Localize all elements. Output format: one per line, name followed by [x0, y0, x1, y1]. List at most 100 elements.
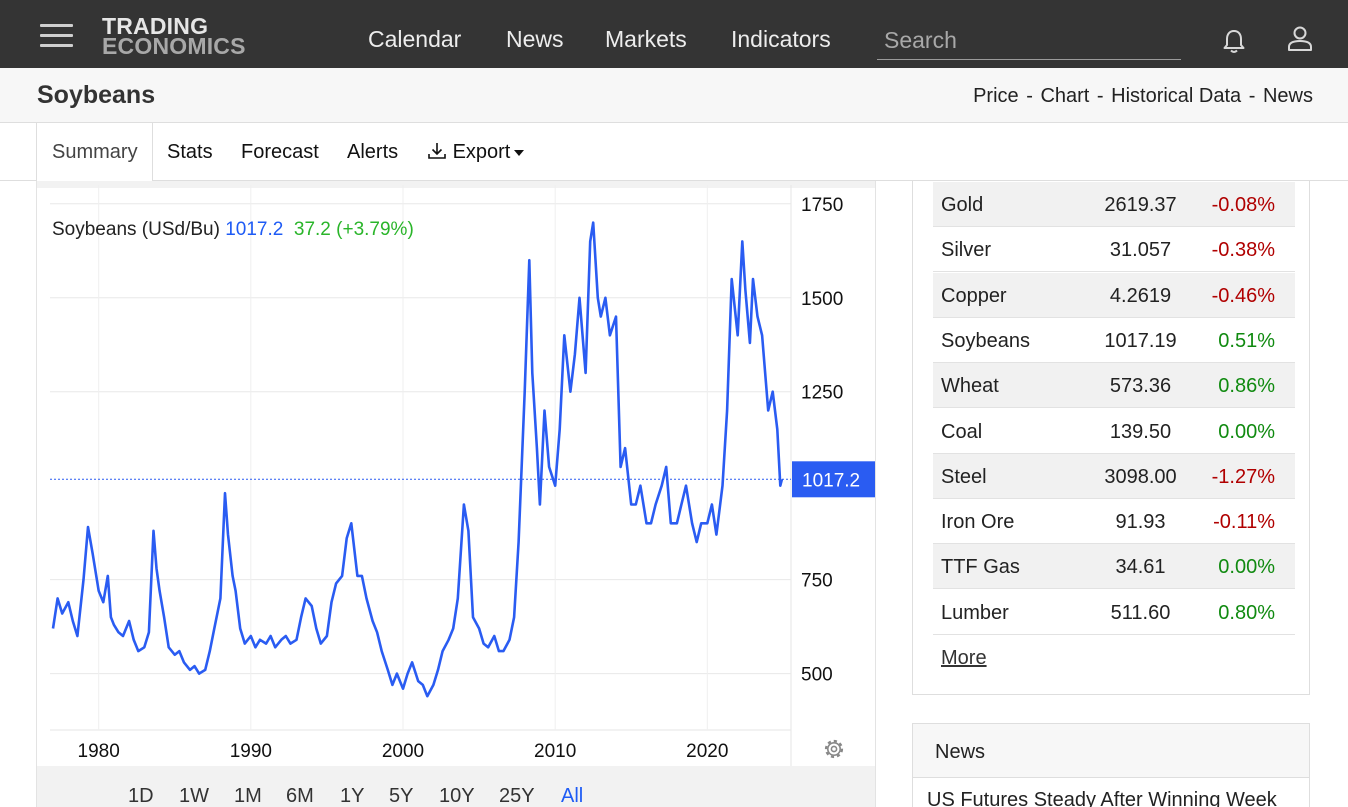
commodity-change: 0.00% [1218, 420, 1275, 443]
range-6m[interactable]: 6M [286, 785, 314, 807]
commodity-price: 31.057 [1109, 239, 1172, 262]
link-news[interactable]: News [1262, 85, 1313, 107]
table-row[interactable]: Wheat 573.36 0.86% [933, 363, 1295, 409]
commodity-name: Silver [941, 239, 992, 262]
table-row[interactable]: Gold 2619.37 -0.08% [933, 182, 1295, 227]
range-selector: 1D 1W 1M 6M 1Y 5Y 10Y 25Y All [37, 766, 875, 807]
commodity-name: Copper [941, 284, 1007, 307]
range-10y[interactable]: 10Y [439, 785, 475, 807]
range-5y[interactable]: 5Y [389, 785, 414, 807]
news-item[interactable]: US Futures Steady After Winning Week [927, 789, 1277, 807]
tab-alerts[interactable]: Alerts [347, 141, 399, 163]
nav-calendar[interactable]: Calendar [368, 26, 462, 52]
y-tick-label: 1250 [801, 383, 843, 404]
link-chart[interactable]: Chart [1040, 85, 1090, 107]
commodity-change: -0.08% [1211, 194, 1275, 216]
subheader: Soybeans Price - Chart - Historical Data… [0, 68, 1348, 123]
series-line-soybeans [51, 221, 784, 698]
news-header: News [913, 724, 1309, 778]
tab-export-label: Export [452, 141, 511, 163]
commodity-price: 4.2619 [1109, 284, 1172, 307]
commodity-price: 1017.19 [1104, 329, 1177, 352]
y-tick-label: 1750 [801, 195, 843, 216]
commodity-change: -0.46% [1211, 284, 1275, 307]
commodity-price: 139.50 [1109, 420, 1172, 443]
y-tick-label: 750 [801, 571, 833, 592]
commodity-change: -0.11% [1213, 511, 1275, 534]
range-1w[interactable]: 1W [179, 785, 209, 807]
link-separator: - [1026, 85, 1033, 107]
search-input[interactable] [877, 22, 1181, 58]
commodity-change: 0.80% [1218, 601, 1275, 624]
price-chart[interactable]: 500 750 1250 1500 1750 1980 1990 2000 2010 2020 1… [37, 181, 875, 766]
top-navbar: TRADING ECONOMICS Calendar News Markets … [0, 0, 1348, 68]
range-1d[interactable]: 1D [128, 785, 154, 807]
commodity-name: Coal [941, 420, 983, 443]
logo-line2: ECONOMICS [102, 33, 246, 59]
x-tick-label: 2010 [534, 741, 576, 762]
tab-forecast[interactable]: Forecast [241, 141, 319, 163]
range-25y[interactable]: 25Y [499, 785, 535, 807]
commodity-change: -1.27% [1211, 465, 1275, 488]
table-row[interactable]: Lumber 511.60 0.80% [933, 590, 1295, 635]
commodity-price: 3098.00 [1104, 465, 1177, 488]
last-price-tag [792, 461, 875, 498]
commodity-price: 573.36 [1109, 375, 1172, 398]
table-row[interactable]: Soybeans 1017.19 0.51% [933, 318, 1295, 363]
commodities-table: Gold 2619.37 -0.08% Silver 31.057 -0.38% Coppe… [912, 181, 1310, 695]
commodity-price: 91.93 [1115, 511, 1166, 534]
commodity-price: 511.60 [1110, 601, 1171, 624]
link-separator: - [1096, 85, 1104, 107]
tab-summary-label: Summary [52, 141, 138, 163]
commodity-price: 2619.37 [1104, 194, 1177, 216]
y-tick-label: 500 [801, 665, 833, 686]
commodity-change: -0.38% [1211, 239, 1275, 262]
more-link[interactable]: More [941, 647, 987, 669]
legend-series-name: Soybeans (USd/Bu) [52, 219, 220, 240]
commodity-change: 0.86% [1218, 375, 1275, 398]
last-price-label: 1017.2 [802, 470, 860, 491]
nav-markets[interactable]: Markets [605, 26, 687, 52]
y-tick-label: 1500 [801, 289, 843, 310]
x-tick-label: 2020 [686, 741, 728, 762]
download-icon [428, 143, 446, 159]
nav-indicators[interactable]: Indicators [731, 26, 831, 52]
table-row[interactable]: Iron Ore 91.93 -0.11% [933, 499, 1295, 545]
commodity-name: Lumber [941, 601, 1009, 624]
commodity-change: 0.00% [1218, 556, 1275, 579]
table-row[interactable]: Steel 3098.00 -1.27% [933, 453, 1295, 499]
tab-bar: Summary Stats Forecast Alerts Export [0, 123, 1348, 182]
table-row[interactable]: TTF Gas 34.61 0.00% [933, 544, 1295, 590]
section-links: Price - Chart - Historical Data - News [973, 85, 1313, 108]
bell-icon[interactable] [1220, 27, 1248, 55]
logo[interactable]: TRADING ECONOMICS [102, 13, 272, 60]
commodity-name: Gold [941, 194, 984, 216]
link-separator: - [1248, 85, 1256, 107]
link-historical-data[interactable]: Historical Data [1111, 85, 1242, 107]
tab-export[interactable]: Export [427, 141, 525, 164]
user-icon[interactable] [1286, 24, 1314, 52]
table-row[interactable]: Copper 4.2619 -0.46% [933, 272, 1295, 318]
chart-legend: Soybeans (USd/Bu) 1017.2 37.2 (+3.79%) [52, 219, 414, 241]
logo-line1: TRADING [102, 13, 209, 39]
menu-icon[interactable] [40, 24, 73, 47]
table-row[interactable]: Silver 31.057 -0.38% [933, 227, 1295, 273]
commodity-name: Iron Ore [941, 511, 1015, 534]
nav-news[interactable]: News [506, 26, 564, 52]
link-price[interactable]: Price [973, 85, 1019, 107]
range-1m[interactable]: 1M [234, 785, 262, 807]
x-tick-label: 2000 [382, 741, 424, 762]
table-row[interactable]: Coal 139.50 0.00% [933, 409, 1295, 454]
chevron-down-icon [514, 149, 525, 156]
tab-stats[interactable]: Stats [167, 141, 213, 163]
commodity-name: Wheat [941, 375, 999, 398]
legend-last-value: 1017.2 [225, 219, 284, 240]
range-all[interactable]: All [561, 785, 584, 807]
commodity-name: Steel [941, 465, 987, 488]
settings-gear-icon[interactable] [824, 739, 844, 759]
tab-summary[interactable]: Summary [36, 123, 153, 182]
commodity-change: 0.51% [1218, 329, 1275, 352]
range-1y[interactable]: 1Y [340, 785, 365, 807]
x-tick-label: 1990 [230, 741, 272, 762]
news-panel: News US Futures Steady After Winning Wee… [912, 723, 1310, 807]
